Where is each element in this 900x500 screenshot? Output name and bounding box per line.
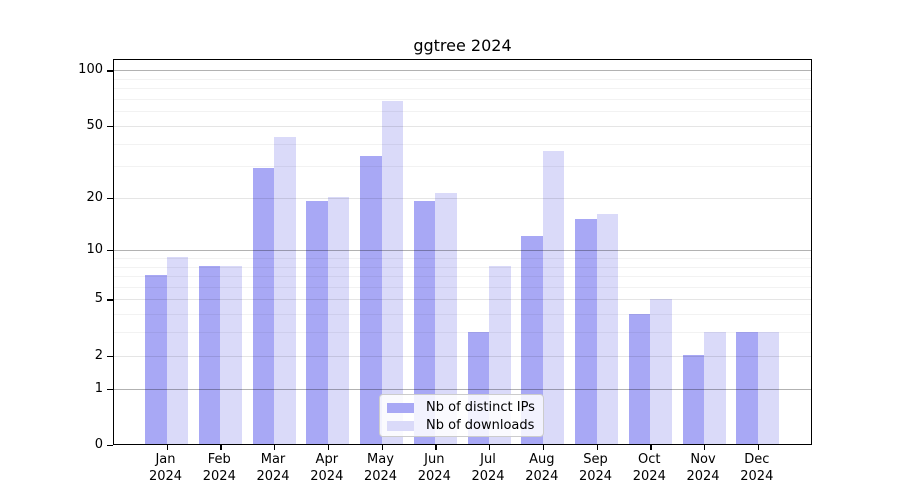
y-tick-0 <box>106 444 113 446</box>
bar-distinct-ips-apr <box>306 201 328 444</box>
bar-distinct-ips-may <box>360 155 382 444</box>
gridline-y-8 <box>114 266 811 268</box>
y-tick-label-10: 10 <box>86 242 103 258</box>
x-tick-sep <box>596 445 598 451</box>
legend-label-distinct-ips: Nb of distinct IPs <box>426 400 535 415</box>
x-tick-feb <box>220 445 222 451</box>
y-tick-100 <box>106 70 113 72</box>
x-tick-label-apr: Apr 2024 <box>310 452 344 484</box>
bar-downloads-sep <box>596 214 618 444</box>
x-tick-label-sep: Sep 2024 <box>578 452 613 484</box>
gridline-y-100 <box>114 70 811 72</box>
y-tick-label-20: 20 <box>86 189 103 205</box>
gridline-y-10 <box>114 250 811 252</box>
gridline-y-50 <box>114 125 811 127</box>
y-tick-label-1: 1 <box>94 380 103 396</box>
bar-downloads-jun <box>435 193 457 444</box>
y-tick-label-50: 50 <box>86 117 103 133</box>
gridline-y-6 <box>114 286 811 288</box>
bar-distinct-ips-jan <box>145 275 167 444</box>
x-tick-label-nov: Nov 2024 <box>686 452 720 484</box>
bar-downloads-apr <box>327 197 350 444</box>
x-tick-label-aug: Aug 2024 <box>525 452 559 484</box>
y-tick-10 <box>106 250 113 252</box>
gridline-y-1 <box>114 388 811 390</box>
bar-downloads-jan <box>166 257 188 444</box>
x-tick-label-jul: Jul 2024 <box>471 452 505 484</box>
bar-distinct-ips-nov <box>682 354 704 444</box>
legend-swatch-downloads <box>387 420 414 431</box>
plot-inner <box>106 60 811 451</box>
chart-title: ggtree 2024 <box>413 36 512 55</box>
y-tick-50 <box>106 125 113 128</box>
x-tick-label-mar: Mar 2024 <box>256 452 290 484</box>
legend-swatch-distinct-ips <box>387 402 414 413</box>
x-tick-label-dec: Dec 2024 <box>740 452 774 484</box>
x-tick-may <box>381 445 383 451</box>
x-tick-nov <box>704 445 706 451</box>
x-tick-jul <box>489 445 491 451</box>
gridline-y-2 <box>114 355 811 357</box>
x-tick-label-may: May 2024 <box>363 452 398 484</box>
plot-area: Nb of distinct IPs Nb of downloads <box>106 59 812 451</box>
bar-distinct-ips-mar <box>252 168 274 444</box>
y-tick-1 <box>106 388 113 390</box>
bar-downloads-mar <box>274 137 296 444</box>
legend: Nb of distinct IPs Nb of downloads <box>379 394 544 437</box>
bar-distinct-ips-aug <box>521 236 543 444</box>
gridline-y-3 <box>114 332 811 334</box>
gridline-y-70 <box>114 99 811 100</box>
x-tick-mar <box>274 445 276 451</box>
gridline-y-20 <box>114 197 811 199</box>
x-tick-dec <box>757 445 760 451</box>
y-tick-label-2: 2 <box>94 347 103 363</box>
x-tick-label-oct: Oct 2024 <box>632 452 666 484</box>
bar-downloads-oct <box>650 298 672 444</box>
bar-distinct-ips-oct <box>628 313 651 444</box>
bar-downloads-dec <box>757 331 780 444</box>
y-tick-label-5: 5 <box>94 291 103 307</box>
x-tick-jun <box>435 445 437 451</box>
gridline-y-7 <box>114 276 811 278</box>
gridline-y-40 <box>114 143 811 145</box>
bar-distinct-ips-jun <box>413 201 436 444</box>
x-tick-label-jun: Jun 2024 <box>417 452 451 484</box>
bar-downloads-may <box>381 100 403 444</box>
y-tick-label-100: 100 <box>78 62 103 78</box>
gridline-y-5 <box>114 299 811 301</box>
x-tick-apr <box>327 445 330 451</box>
legend-item-distinct-ips: Nb of distinct IPs <box>380 399 543 416</box>
bar-distinct-ips-feb <box>198 265 221 444</box>
x-tick-oct <box>650 445 652 451</box>
x-tick-aug <box>542 445 545 451</box>
legend-label-downloads: Nb of downloads <box>426 418 535 433</box>
bar-distinct-ips-dec <box>736 331 758 444</box>
x-tick-label-jan: Jan 2024 <box>148 452 183 484</box>
gridline-y-80 <box>114 88 811 90</box>
bar-downloads-nov <box>704 331 726 444</box>
x-tick-label-feb: Feb 2024 <box>202 452 236 484</box>
bar-distinct-ips-sep <box>575 219 597 444</box>
gridline-y-9 <box>114 258 811 259</box>
legend-item-downloads: Nb of downloads <box>380 417 543 434</box>
x-tick-jan <box>166 445 168 451</box>
y-tick-2 <box>106 355 113 357</box>
y-tick-20 <box>106 197 113 200</box>
gridline-y-60 <box>114 111 811 113</box>
bar-downloads-aug <box>542 151 565 444</box>
gridline-y-90 <box>114 78 811 80</box>
y-tick-5 <box>106 299 113 301</box>
gridline-y-30 <box>114 166 811 168</box>
gridline-y-4 <box>114 314 811 316</box>
bar-downloads-feb <box>220 265 242 444</box>
y-tick-label-0: 0 <box>94 436 103 452</box>
